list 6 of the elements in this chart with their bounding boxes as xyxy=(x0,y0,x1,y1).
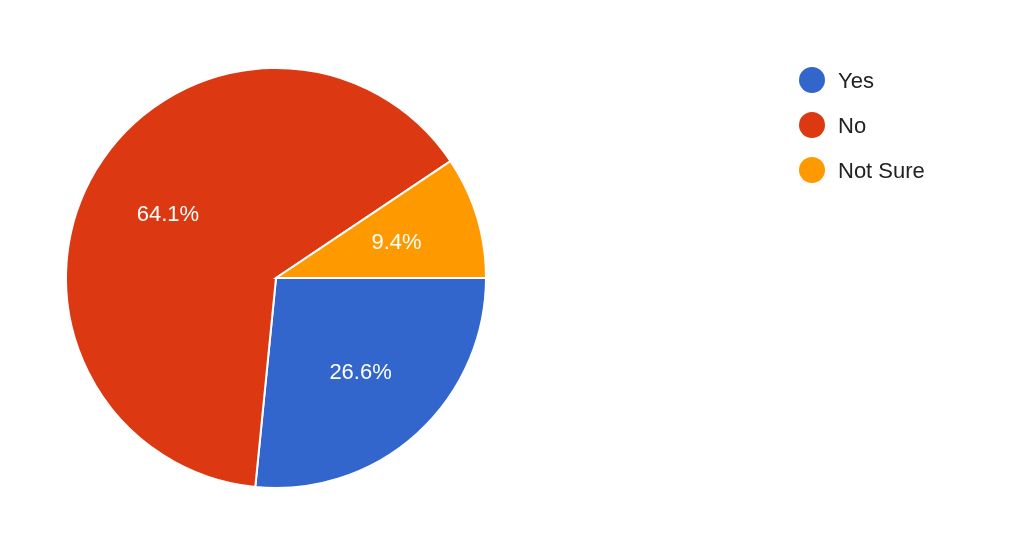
data-label: 64.1% xyxy=(136,200,200,226)
legend-label: Not Sure xyxy=(838,157,925,183)
legend-label: No xyxy=(838,112,867,138)
data-label: 9.4% xyxy=(371,229,422,255)
legend-label: Yes xyxy=(838,67,874,93)
data-label: 26.6% xyxy=(329,359,392,385)
